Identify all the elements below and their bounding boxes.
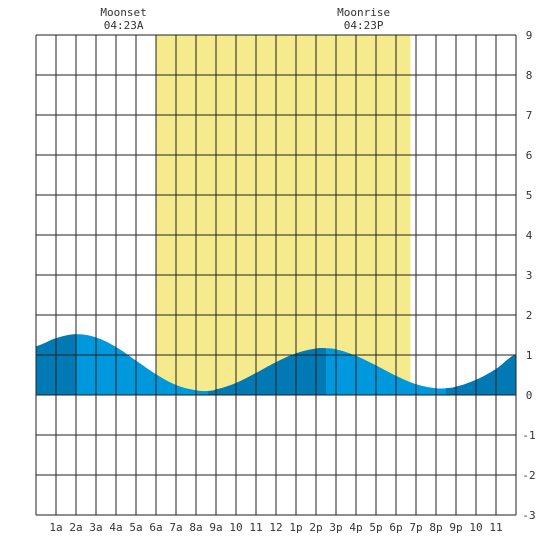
x-tick-label: 3a: [89, 521, 102, 534]
y-tick-label: 8: [526, 69, 533, 82]
x-tick-label: 1a: [49, 521, 62, 534]
y-tick-label: 7: [526, 109, 533, 122]
y-tick-label: 3: [526, 269, 533, 282]
x-tick-label: 7a: [169, 521, 182, 534]
x-tick-label: 11: [249, 521, 262, 534]
x-tick-label: 6a: [149, 521, 162, 534]
x-tick-label: 7p: [409, 521, 422, 534]
y-tick-label: 5: [526, 189, 533, 202]
y-tick-label: 4: [526, 229, 533, 242]
x-tick-label: 11: [489, 521, 502, 534]
moon-event-name: Moonset: [100, 6, 146, 19]
y-tick-label: -1: [522, 429, 535, 442]
x-tick-label: 3p: [329, 521, 342, 534]
daylight-band: [156, 35, 411, 395]
y-tick-label: 1: [526, 349, 533, 362]
x-tick-label: 8p: [429, 521, 442, 534]
x-tick-label: 10: [229, 521, 242, 534]
x-tick-label: 2p: [309, 521, 322, 534]
x-tick-label: 8a: [189, 521, 202, 534]
x-tick-label: 9a: [209, 521, 222, 534]
x-tick-label: 4a: [109, 521, 122, 534]
x-tick-label: 2a: [69, 521, 82, 534]
moon-event-time: 04:23P: [344, 19, 384, 32]
y-tick-label: 9: [526, 29, 533, 42]
y-tick-label: 0: [526, 389, 533, 402]
moon-event-name: Moonrise: [337, 6, 390, 19]
x-tick-label: 4p: [349, 521, 362, 534]
y-tick-label: -2: [522, 469, 535, 482]
grid: [35, 34, 517, 516]
x-tick-label: 10: [469, 521, 482, 534]
x-tick-label: 12: [269, 521, 282, 534]
y-axis-ticks: -3 -2 -1 0 1 2 3 4 5 6 7 8 9: [522, 29, 535, 522]
moon-event-time: 04:23A: [104, 19, 144, 32]
x-axis-ticks: 1a 2a 3a 4a 5a 6a 7a 8a 9a 10 11 12 1p 2p 3p 4p 5p 6p 7p 8p…: [49, 521, 502, 534]
x-tick-label: 5p: [369, 521, 382, 534]
x-tick-label: 6p: [389, 521, 402, 534]
y-tick-label: 2: [526, 309, 533, 322]
y-tick-label: -3: [522, 509, 535, 522]
x-tick-label: 1p: [289, 521, 302, 534]
x-tick-label: 5a: [129, 521, 142, 534]
y-tick-label: 6: [526, 149, 533, 162]
x-tick-label: 9p: [449, 521, 462, 534]
